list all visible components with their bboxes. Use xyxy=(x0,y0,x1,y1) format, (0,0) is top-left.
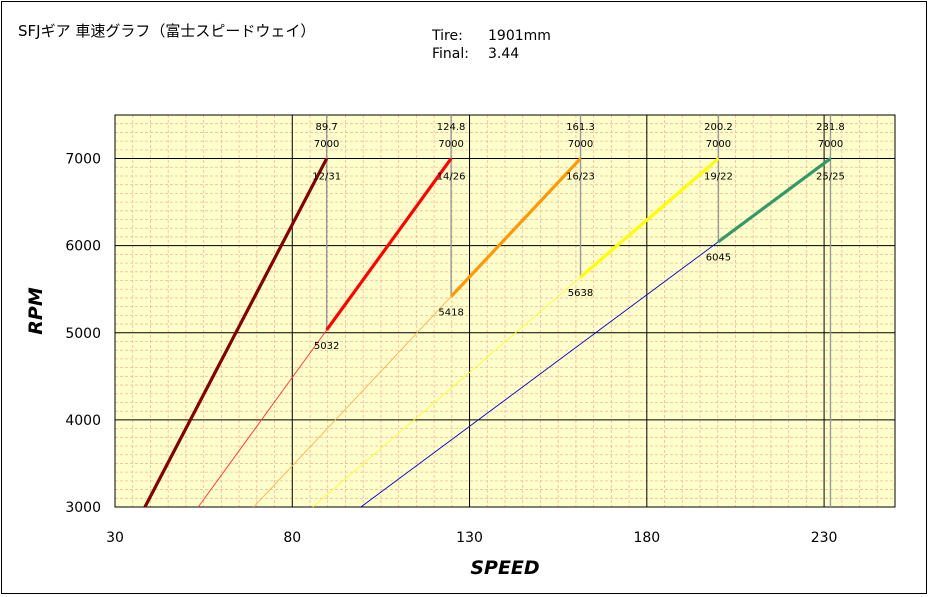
x-tick-label: 80 xyxy=(283,530,301,546)
tire-value: 1901mm xyxy=(488,28,551,44)
gear-line-12-31 xyxy=(143,157,329,508)
gear-ratio-label: 25/25 xyxy=(816,172,845,183)
gear-line-14-26 xyxy=(325,157,453,331)
y-tick-label: 5000 xyxy=(65,326,101,342)
y-axis-title: RPM xyxy=(25,287,47,335)
y-tick-label: 3000 xyxy=(65,500,101,516)
gear-ratio-label: 19/22 xyxy=(704,172,733,183)
shift-rpm-label: 5032 xyxy=(314,341,339,352)
max-rpm-label: 7000 xyxy=(438,139,463,150)
x-tick-label: 230 xyxy=(811,530,838,546)
max-rpm-label: 7000 xyxy=(314,139,339,150)
gear-line-thin xyxy=(197,329,328,508)
gear-line-thin xyxy=(253,296,452,508)
top-speed-label: 124.8 xyxy=(437,122,466,133)
shift-rpm-label: 5638 xyxy=(568,288,593,299)
final-label: Final: xyxy=(432,46,469,62)
tire-label: Tire: xyxy=(432,28,463,44)
x-tick-label: 30 xyxy=(106,530,124,546)
final-value: 3.44 xyxy=(488,46,520,62)
shift-rpm-label: 5418 xyxy=(438,307,463,318)
chart-title: SFJギア 車速グラフ（富士スピードウェイ） xyxy=(18,22,316,40)
top-speed-label: 89.7 xyxy=(316,122,338,133)
gear-line-25-25 xyxy=(717,157,832,244)
max-rpm-label: 7000 xyxy=(568,139,593,150)
spec-panel: Tire: 1901mm Final: 3.44 xyxy=(432,27,551,63)
x-tick-label: 180 xyxy=(633,530,660,546)
y-tick-label: 6000 xyxy=(65,239,101,255)
shift-rpm-label: 6045 xyxy=(706,253,731,264)
gear-ratio-label: 14/26 xyxy=(437,172,466,183)
top-speed-label: 200.2 xyxy=(704,122,733,133)
gear-line-thin xyxy=(360,241,719,508)
x-tick-label: 130 xyxy=(456,530,483,546)
y-tick-label: 4000 xyxy=(65,413,101,429)
top-speed-label: 161.3 xyxy=(566,122,595,133)
gear-line-19-22 xyxy=(579,157,720,279)
y-tick-label: 7000 xyxy=(65,152,101,168)
x-axis-title: SPEED xyxy=(470,557,539,579)
gear-line-16-23 xyxy=(450,157,582,298)
max-rpm-label: 7000 xyxy=(818,139,843,150)
plot-border xyxy=(114,114,896,508)
gear-ratio-label: 16/23 xyxy=(566,172,595,183)
max-rpm-label: 7000 xyxy=(706,139,731,150)
gear-line-thin xyxy=(312,276,581,508)
top-speed-label: 231.8 xyxy=(816,122,845,133)
tire-row: Tire: 1901mm xyxy=(432,27,551,45)
final-row: Final: 3.44 xyxy=(432,45,551,63)
gear-ratio-label: 12/31 xyxy=(312,172,341,183)
